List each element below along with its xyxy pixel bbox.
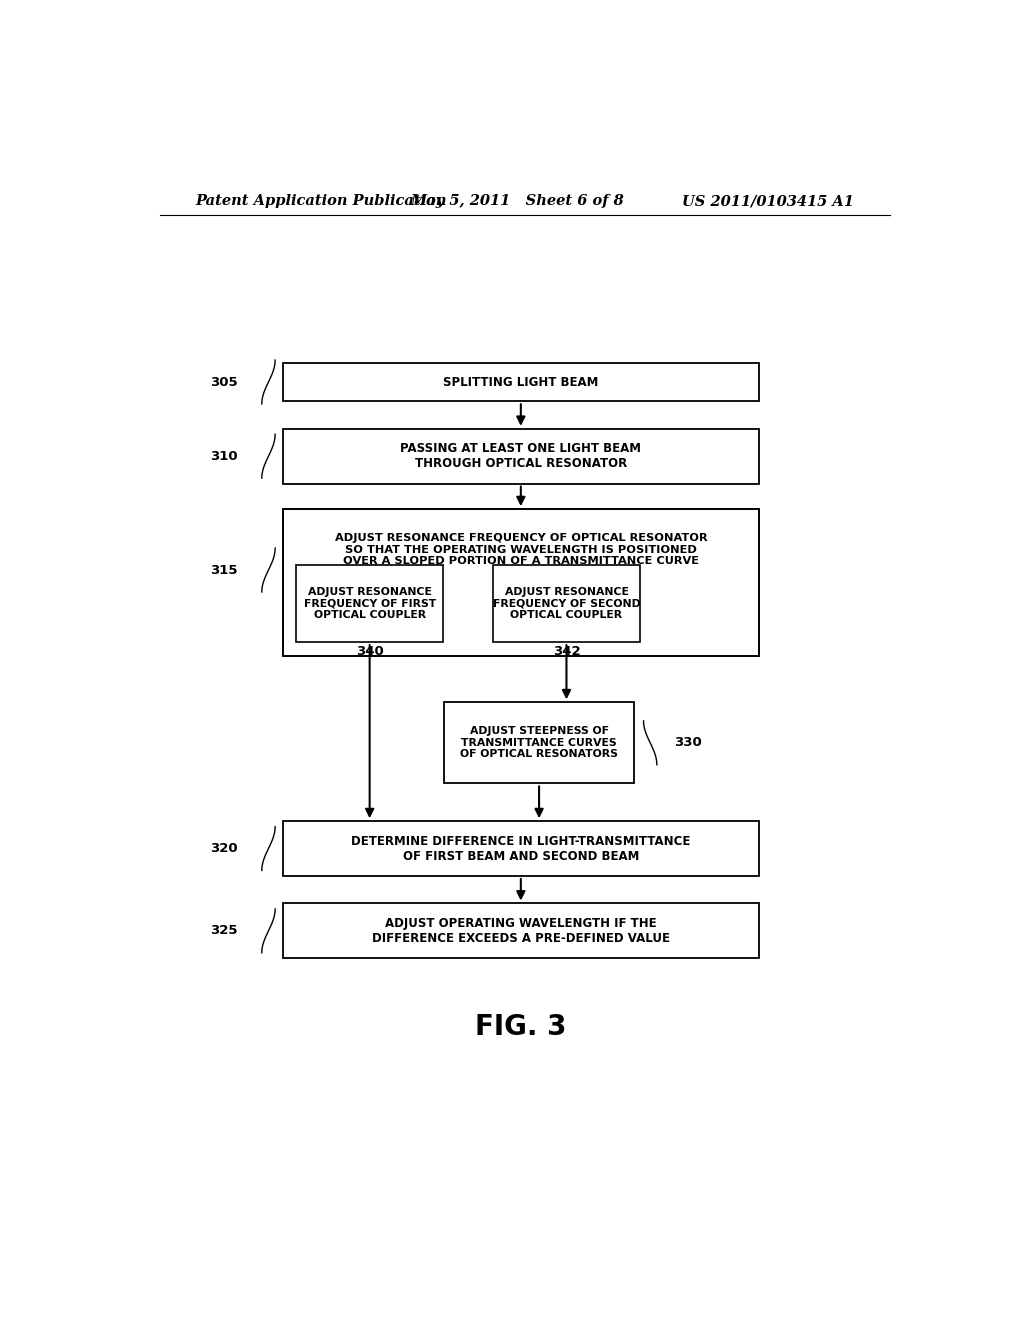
Text: 325: 325 [210,924,238,937]
Bar [494,565,640,643]
Text: 315: 315 [210,564,238,577]
Text: 320: 320 [210,842,238,855]
Bar [283,363,759,401]
Text: PASSING AT LEAST ONE LIGHT BEAM
THROUGH OPTICAL RESONATOR: PASSING AT LEAST ONE LIGHT BEAM THROUGH … [400,442,641,470]
Text: ADJUST OPERATING WAVELENGTH IF THE
DIFFERENCE EXCEEDS A PRE-DEFINED VALUE: ADJUST OPERATING WAVELENGTH IF THE DIFFE… [372,917,670,945]
Text: DETERMINE DIFFERENCE IN LIGHT-TRANSMITTANCE
OF FIRST BEAM AND SECOND BEAM: DETERMINE DIFFERENCE IN LIGHT-TRANSMITTA… [351,834,690,862]
Text: Patent Application Publication: Patent Application Publication [196,194,446,209]
Bar [283,510,759,656]
Text: 310: 310 [210,450,238,463]
Text: SPLITTING LIGHT BEAM: SPLITTING LIGHT BEAM [443,375,598,388]
Text: 330: 330 [674,737,701,750]
Bar [283,821,759,876]
Text: US 2011/0103415 A1: US 2011/0103415 A1 [682,194,854,209]
Bar [296,565,443,643]
Text: 305: 305 [210,375,238,388]
Text: May 5, 2011   Sheet 6 of 8: May 5, 2011 Sheet 6 of 8 [410,194,624,209]
Bar [443,702,634,784]
Text: 342: 342 [553,645,581,657]
Text: 340: 340 [356,645,384,657]
Bar [283,429,759,483]
Text: ADJUST RESONANCE
FREQUENCY OF SECOND
OPTICAL COUPLER: ADJUST RESONANCE FREQUENCY OF SECOND OPT… [493,587,640,620]
Bar [283,903,759,958]
Text: ADJUST RESONANCE FREQUENCY OF OPTICAL RESONATOR
SO THAT THE OPERATING WAVELENGTH: ADJUST RESONANCE FREQUENCY OF OPTICAL RE… [335,533,708,566]
Text: ADJUST RESONANCE
FREQUENCY OF FIRST
OPTICAL COUPLER: ADJUST RESONANCE FREQUENCY OF FIRST OPTI… [303,587,436,620]
Text: ADJUST STEEPNESS OF
TRANSMITTANCE CURVES
OF OPTICAL RESONATORS: ADJUST STEEPNESS OF TRANSMITTANCE CURVES… [460,726,618,759]
Text: FIG. 3: FIG. 3 [475,1014,566,1041]
